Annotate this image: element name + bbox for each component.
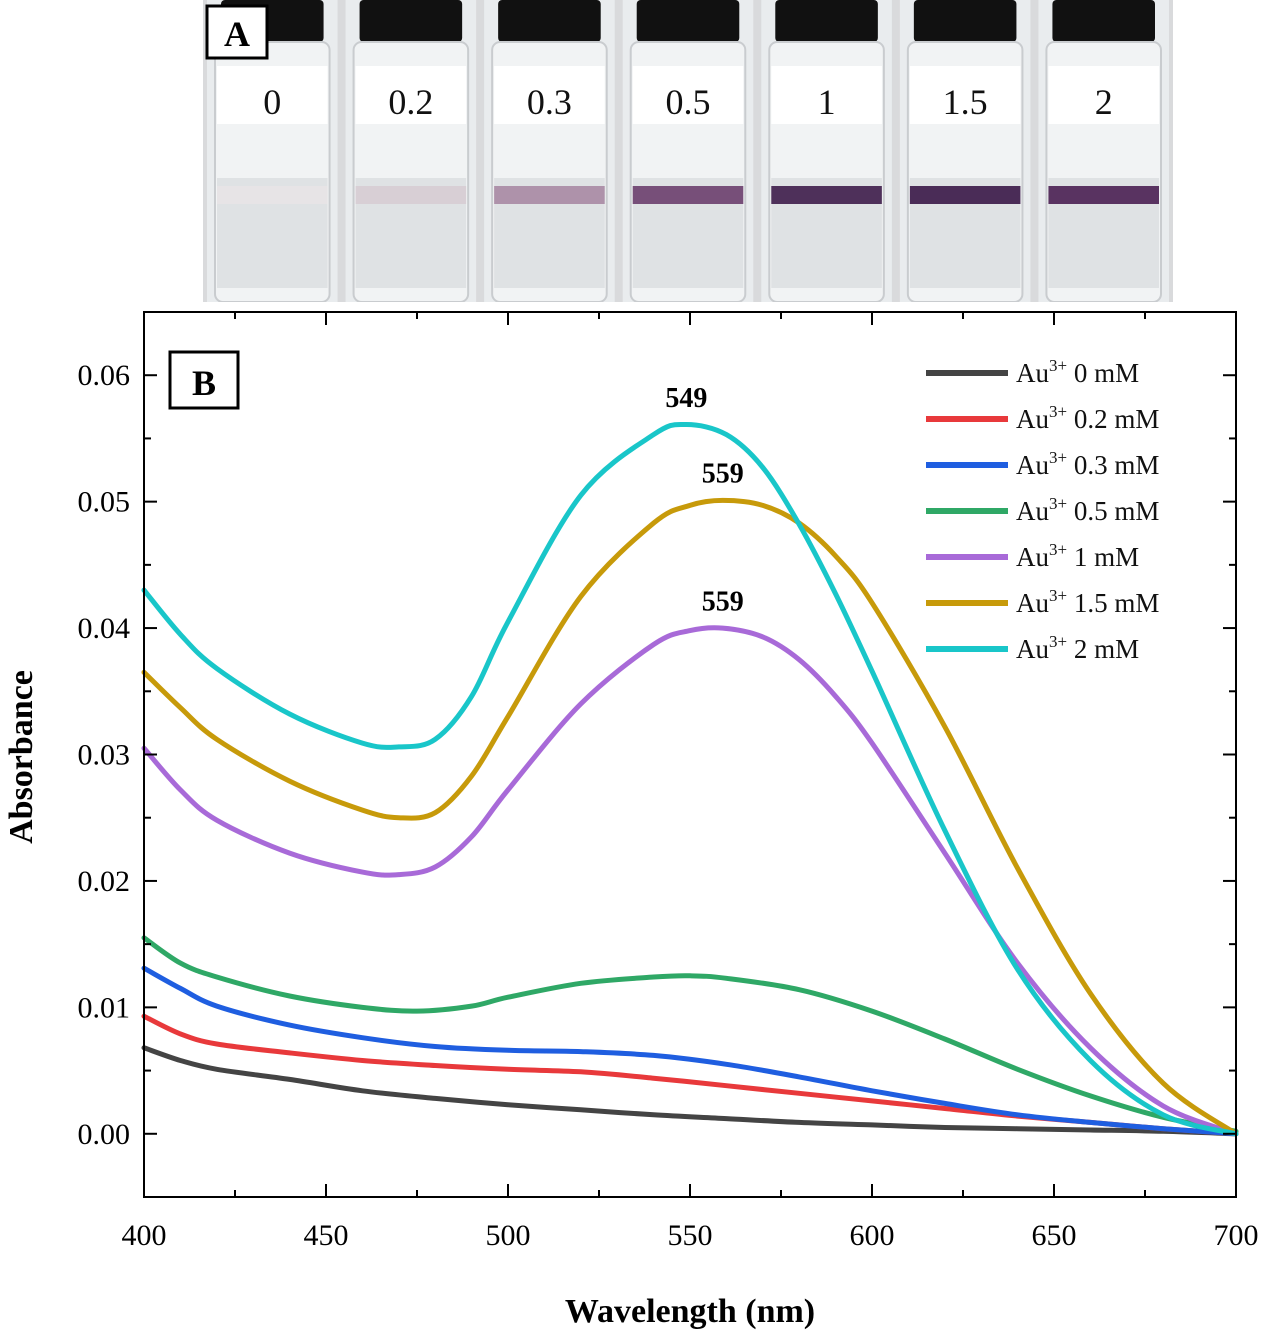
legend-item: Au3+ 0 mM	[926, 356, 1139, 388]
peak-label: 549	[665, 383, 707, 414]
legend-item: Au3+ 1.5 mM	[926, 586, 1159, 618]
legend-item: Au3+ 0.5 mM	[926, 494, 1159, 526]
series-line	[141, 1045, 1239, 1137]
peak-label: 559	[702, 459, 744, 490]
vial-label-sticker	[494, 66, 605, 124]
vial-band	[1048, 186, 1159, 204]
vial: 0.2	[345, 0, 477, 302]
vial-cap	[498, 0, 601, 42]
vial: 1.5	[899, 0, 1031, 302]
vial-band	[355, 186, 467, 204]
vial-cap	[913, 0, 1017, 42]
vial-cap	[636, 0, 740, 42]
vial-cap	[359, 0, 463, 42]
legend-item: Au3+ 2 mM	[926, 632, 1139, 664]
x-axis-title: Wavelength (nm)	[565, 1293, 815, 1330]
vial-label: 0	[263, 82, 281, 122]
vial-label-sticker	[632, 66, 744, 124]
y-tick-label: 0.03	[78, 739, 131, 772]
x-tick-label: 650	[1032, 1219, 1077, 1252]
panel-a-label: A	[224, 14, 250, 54]
x-tick-label: 500	[486, 1219, 531, 1252]
vial-band	[217, 186, 328, 204]
legend-label: Au3+ 1.5 mM	[1016, 586, 1159, 618]
legend-label: Au3+ 0.3 mM	[1016, 448, 1159, 480]
vial-cap	[775, 0, 878, 42]
vial-label: 0.3	[527, 82, 572, 122]
vial-band	[632, 186, 744, 204]
series-line	[141, 965, 1239, 1137]
vial: 1	[761, 0, 892, 302]
legend-label: Au3+ 2 mM	[1016, 632, 1139, 664]
vial-label: 0.5	[666, 82, 711, 122]
vial-label-sticker	[1048, 66, 1159, 124]
x-tick-label: 550	[668, 1219, 713, 1252]
legend-label: Au3+ 1 mM	[1016, 540, 1139, 572]
panel-b-label: B	[192, 363, 216, 403]
series-line	[141, 935, 1239, 1134]
vial: 0	[207, 0, 338, 302]
legend-item: Au3+ 1 mM	[926, 540, 1139, 572]
legend-item: Au3+ 0.2 mM	[926, 402, 1159, 434]
y-tick-label: 0.01	[78, 991, 131, 1024]
vial-band	[909, 186, 1021, 204]
x-tick-label: 600	[850, 1219, 895, 1252]
peak-label: 559	[702, 586, 744, 617]
vial-label-sticker	[355, 66, 467, 124]
vial-cap	[1052, 0, 1155, 42]
y-tick-label: 0.02	[78, 865, 131, 898]
y-tick-label: 0.06	[78, 359, 131, 392]
vial-label: 0.2	[388, 82, 433, 122]
y-tick-label: 0.00	[78, 1118, 131, 1151]
y-tick-label: 0.04	[78, 612, 131, 645]
legend-label: Au3+ 0.5 mM	[1016, 494, 1159, 526]
vial-label: 1	[818, 82, 836, 122]
y-tick-label: 0.05	[78, 486, 131, 519]
legend-item: Au3+ 0.3 mM	[926, 448, 1159, 480]
vial: 0.3	[484, 0, 615, 302]
vial-label: 2	[1095, 82, 1113, 122]
x-tick-label: 700	[1214, 1219, 1259, 1252]
series-line	[141, 421, 1239, 1137]
vial-band	[494, 186, 605, 204]
vial-label: 1.5	[943, 82, 988, 122]
y-axis-title: Absorbance	[3, 670, 40, 844]
vial-label-sticker	[771, 66, 882, 124]
x-tick-label: 450	[304, 1219, 349, 1252]
legend-label: Au3+ 0.2 mM	[1016, 402, 1159, 434]
series-line	[141, 497, 1239, 1137]
plot-frame	[143, 311, 1237, 1198]
x-tick-label: 400	[122, 1219, 167, 1252]
vial-band	[771, 186, 882, 204]
absorbance-chart: 400 450 500 550 600 650 700 0.00 0.01 0.02 0.03 0.0…	[3, 311, 1259, 1330]
vial: 2	[1038, 0, 1169, 302]
vial-photo: 0 0.2 0.3 0.5 1 1.5 2 A	[203, 0, 1173, 302]
vial-label-sticker	[909, 66, 1021, 124]
legend-label: Au3+ 0 mM	[1016, 356, 1139, 388]
vial-label-sticker	[217, 66, 328, 124]
vial: 0.5	[622, 0, 754, 302]
